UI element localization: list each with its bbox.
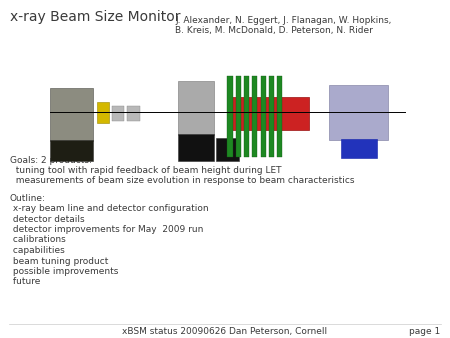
Bar bbox=[261, 76, 266, 157]
Text: possible improvements: possible improvements bbox=[10, 267, 118, 276]
Bar bbox=[178, 134, 214, 161]
Bar bbox=[127, 106, 140, 121]
Bar bbox=[227, 76, 233, 157]
Bar bbox=[235, 76, 241, 157]
Bar bbox=[112, 106, 125, 121]
Bar bbox=[227, 97, 309, 130]
Text: calibrations: calibrations bbox=[10, 236, 66, 244]
Bar bbox=[50, 140, 93, 161]
Text: x-ray Beam Size Monitor: x-ray Beam Size Monitor bbox=[10, 10, 180, 24]
Bar bbox=[277, 76, 283, 157]
Text: B. Kreis, M. McDonald, D. Peterson, N. Rider: B. Kreis, M. McDonald, D. Peterson, N. R… bbox=[175, 26, 373, 35]
Bar bbox=[97, 102, 109, 123]
Bar bbox=[269, 76, 274, 157]
Text: xBSM status 20090626 Dan Peterson, Cornell: xBSM status 20090626 Dan Peterson, Corne… bbox=[122, 327, 328, 336]
Text: beam tuning product: beam tuning product bbox=[10, 257, 108, 266]
Bar bbox=[252, 76, 257, 157]
Text: J. Alexander, N. Eggert, J. Flanagan, W. Hopkins,: J. Alexander, N. Eggert, J. Flanagan, W.… bbox=[175, 16, 392, 25]
Text: measurements of beam size evolution in response to beam characteristics: measurements of beam size evolution in r… bbox=[10, 176, 355, 185]
Bar bbox=[216, 138, 239, 161]
Text: detector details: detector details bbox=[10, 215, 85, 223]
Bar bbox=[341, 139, 377, 158]
Bar bbox=[329, 84, 388, 140]
Bar bbox=[178, 81, 214, 135]
Text: tuning tool with rapid feedback of beam height during LET: tuning tool with rapid feedback of beam … bbox=[10, 166, 282, 175]
Text: x-ray beam line and detector configuration: x-ray beam line and detector configurati… bbox=[10, 204, 209, 213]
Text: capabilities: capabilities bbox=[10, 246, 65, 255]
Bar bbox=[50, 88, 93, 141]
Text: detector improvements for May  2009 run: detector improvements for May 2009 run bbox=[10, 225, 203, 234]
Text: Goals: 2 products:: Goals: 2 products: bbox=[10, 156, 92, 165]
Text: Outline:: Outline: bbox=[10, 194, 46, 203]
Text: future: future bbox=[10, 277, 40, 287]
Text: page 1: page 1 bbox=[409, 327, 440, 336]
Bar bbox=[244, 76, 249, 157]
